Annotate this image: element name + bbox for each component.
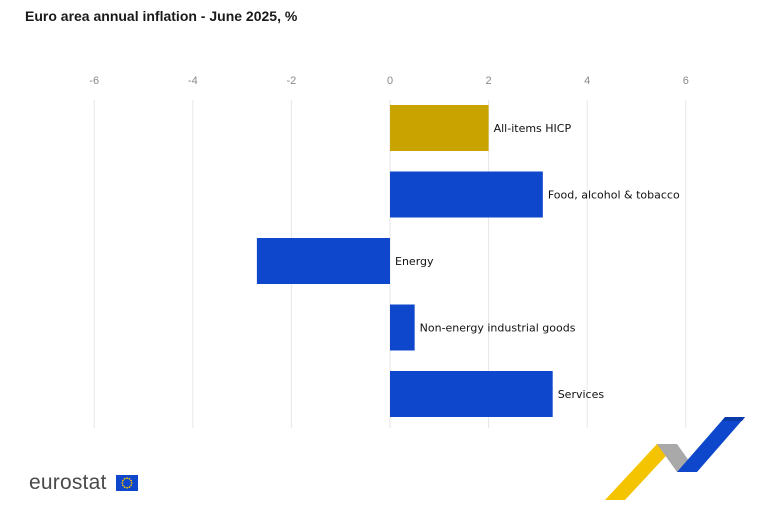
eu-flag-icon — [116, 475, 138, 491]
x-tick-label: -2 — [287, 75, 297, 87]
bar[interactable] — [390, 171, 543, 218]
bar[interactable] — [390, 371, 553, 417]
x-tick-label: -4 — [188, 75, 198, 87]
bar[interactable] — [390, 304, 415, 351]
category-label: Services — [558, 388, 605, 401]
x-tick-label: 6 — [683, 75, 689, 87]
x-tick-label: 4 — [584, 75, 590, 87]
x-tick-label: 0 — [387, 75, 393, 87]
bar[interactable] — [256, 238, 390, 284]
category-label: All-items HICP — [494, 122, 572, 135]
eurostat-ribbon-icon — [605, 417, 745, 500]
category-label: Food, alcohol & tobacco — [548, 189, 680, 202]
chart-title: Euro area annual inflation - June 2025, … — [25, 8, 298, 24]
category-label: Energy — [395, 255, 434, 268]
category-label: Non-energy industrial goods — [420, 322, 576, 335]
eurostat-logo: eurostat — [29, 471, 107, 494]
bar[interactable] — [390, 105, 489, 151]
x-tick-label: -6 — [89, 75, 99, 87]
x-tick-label: 2 — [486, 75, 492, 87]
